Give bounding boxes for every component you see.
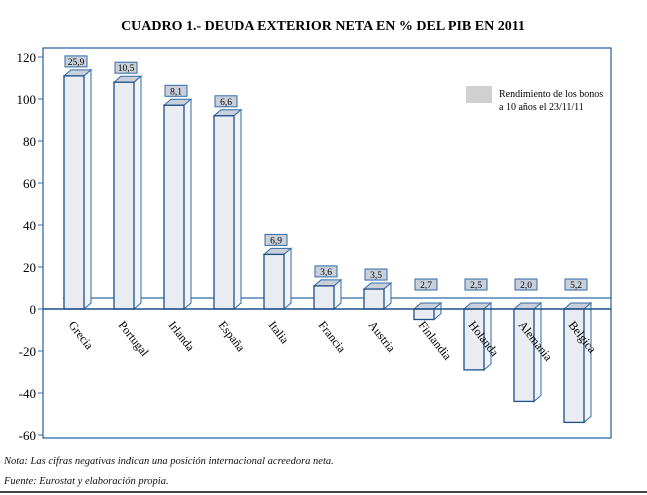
bar-chart: CUADRO 1.- DEUDA EXTERIOR NETA EN % DEL … [17,19,612,443]
bar [413,308,435,321]
bottom-rule [0,491,647,493]
bar-side [183,98,192,311]
yield-label: 3,6 [320,268,332,278]
y-tick-label: 20 [23,260,36,275]
yield-label: 2,7 [420,281,432,291]
category-label: Italia [266,318,293,347]
bar-side [83,68,92,311]
chart-title: CUADRO 1.- DEUDA EXTERIOR NETA EN % DEL … [121,19,525,34]
plot-frame [42,47,612,439]
y-tick-label: 120 [17,50,37,65]
yield-label: 10,5 [118,64,135,74]
bar [263,253,285,310]
yield-label-box [364,268,388,281]
bar [113,81,135,310]
bar-group: 10,5 Portugal [112,61,152,359]
yield-label-box [164,84,188,97]
category-label: Austria [366,318,399,355]
legend-swatch [466,86,492,103]
y-tick-label: 0 [30,302,37,317]
bar [163,104,185,310]
legend-line2: a 10 años el 23/11/11 [499,102,584,113]
yield-label-box [314,265,338,278]
yield-label-box [214,95,238,108]
y-tick-label: 60 [23,176,36,191]
bar-side [283,247,292,311]
y-tick-label: 40 [23,218,36,233]
y-tick-label: -60 [19,428,36,443]
yield-label: 6,9 [270,236,282,246]
category-label: Portugal [116,318,152,359]
yield-label-box [114,61,138,74]
bar-side [583,301,592,424]
category-label: Finlandia [416,318,455,363]
yield-label: 25,9 [68,58,85,68]
legend-line1: Rendimiento de los bonos [499,89,603,100]
source-text: Fuente: Eurostat y elaboración propia. [4,476,169,487]
note-text: Nota: Las cifras negativas indican una p… [4,456,334,467]
yield-label: 6,6 [220,98,232,108]
bar-group: 25,9 Grecia [62,55,97,353]
bar [63,75,85,310]
yield-label: 8,1 [170,87,182,97]
yield-label: 5,2 [570,281,582,291]
yield-label-box [514,278,538,291]
category-label: Irlanda [166,318,198,354]
bar [313,285,335,310]
yield-label: 3,5 [370,271,382,281]
yield-label-box [64,55,88,68]
bar [363,288,385,310]
yield-label-box [414,278,438,291]
y-tick-label: 100 [17,92,37,107]
bar-group: 3,5 Austria [362,268,399,355]
y-tick-label: -20 [19,344,36,359]
bar-group: 6,9 Italia [262,233,293,347]
category-label: España [216,318,249,354]
yield-label-box [264,233,288,246]
bar-group: 2,7 Finlandia [412,278,455,363]
bar-group: 6,6 España [212,95,249,355]
bar [213,115,235,310]
y-tick-label: 80 [23,134,36,149]
bar-side [133,75,142,311]
yield-label: 2,0 [520,281,532,291]
yield-label-box [564,278,588,291]
yield-label: 2,5 [470,281,482,291]
bar-group: 8,1 Irlanda [162,84,198,354]
category-label: Francia [316,318,350,356]
yield-label-box [464,278,488,291]
bar-group: 3,6 Francia [312,265,350,356]
bar-side [233,108,242,311]
y-tick-label: -40 [19,386,36,401]
category-label: Grecia [66,318,97,352]
